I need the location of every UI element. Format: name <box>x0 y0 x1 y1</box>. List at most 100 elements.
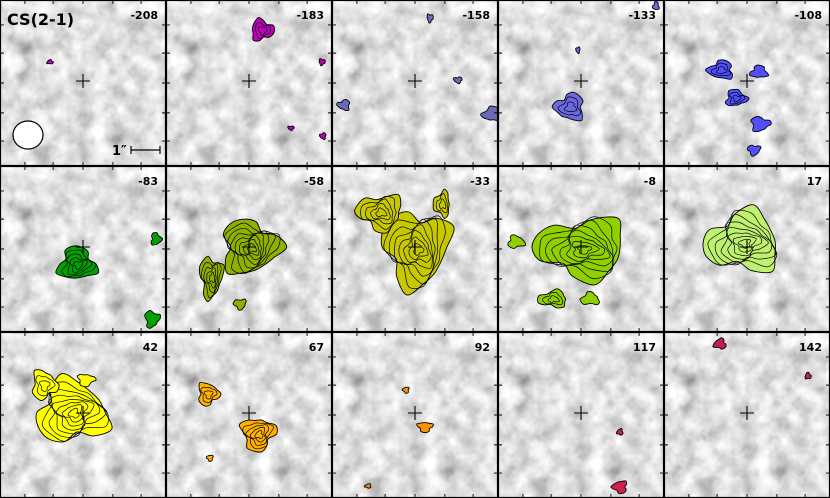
beam-ellipse <box>12 120 44 150</box>
emission-contour <box>452 76 463 85</box>
center-cross-marker <box>574 74 588 88</box>
center-cross-marker <box>242 240 256 254</box>
emission-contour <box>712 337 727 350</box>
panel-ticks <box>166 332 332 498</box>
velocity-label: 117 <box>633 341 656 354</box>
emission-contour <box>31 369 60 401</box>
velocity-label: 42 <box>143 341 158 354</box>
velocity-label: -183 <box>296 9 324 22</box>
emission-contour <box>537 288 567 309</box>
emission-contour <box>651 0 660 10</box>
center-cross-marker <box>408 74 422 88</box>
center-cross-marker <box>76 240 90 254</box>
center-cross-marker <box>76 74 90 88</box>
emission-contour <box>749 64 770 78</box>
emission-contour <box>198 255 225 303</box>
velocity-label: -108 <box>794 9 822 22</box>
center-cross-marker <box>242 74 256 88</box>
emission-contour <box>318 58 326 67</box>
channel-panel: -83 <box>0 165 167 333</box>
center-cross-marker <box>574 240 588 254</box>
emission-contour <box>432 188 450 219</box>
velocity-label: -8 <box>644 175 656 188</box>
figure-overlay: CS(2-1) 1″ <box>7 10 161 159</box>
emission-contour <box>318 132 327 140</box>
emission-contour <box>287 125 295 132</box>
panel-ticks <box>664 332 830 498</box>
velocity-label: 92 <box>475 341 490 354</box>
emission-contour <box>702 204 778 274</box>
velocity-label: 67 <box>309 341 324 354</box>
emission-contour <box>804 371 812 380</box>
emission-contour <box>746 144 762 157</box>
panel-ticks <box>0 0 166 166</box>
emission-contour <box>551 91 584 122</box>
emission-contour <box>205 454 214 462</box>
emission-contour <box>232 298 247 311</box>
panel-border <box>497 165 665 333</box>
emission-contour <box>401 386 410 394</box>
emission-contour <box>531 216 622 286</box>
channel-panel: -8 <box>497 165 665 333</box>
channel-panel: 117 <box>497 331 665 498</box>
panel-ticks <box>0 332 166 498</box>
emission-contour <box>724 88 750 107</box>
figure-title: CS(2-1) <box>7 10 74 29</box>
emission-contour <box>363 483 372 489</box>
emission-contour <box>76 373 97 388</box>
emission-contour <box>380 211 455 296</box>
emission-contour <box>615 427 624 436</box>
emission-contour <box>507 234 527 249</box>
channel-panel: 92 <box>331 331 499 498</box>
panel-border <box>0 165 167 333</box>
channel-panel: 17 <box>663 165 830 333</box>
panel-border <box>165 165 333 333</box>
channel-panel: 42 <box>0 331 167 498</box>
center-cross-marker <box>408 240 422 254</box>
panel-ticks <box>166 166 332 332</box>
channel-panel: -58 <box>165 165 333 333</box>
emission-contour <box>198 381 222 407</box>
center-cross-marker <box>740 74 754 88</box>
panel-ticks <box>664 0 830 166</box>
emission-contour <box>579 290 600 306</box>
emission-contour <box>705 59 734 80</box>
center-cross-marker <box>242 406 256 420</box>
velocity-label: -158 <box>462 9 490 22</box>
channel-panel: -133 <box>497 0 665 167</box>
panel-ticks <box>332 0 498 166</box>
channel-panel: 67 <box>165 331 333 498</box>
emission-contour <box>238 419 278 453</box>
panel-ticks <box>664 166 830 332</box>
emission-contour <box>46 59 54 65</box>
channel-panel: -108 <box>663 0 830 167</box>
emission-contour <box>144 310 161 329</box>
panel-border <box>331 165 499 333</box>
panel-border <box>0 0 167 167</box>
panel-ticks <box>498 0 664 166</box>
panel-ticks <box>332 166 498 332</box>
channel-panel: -33 <box>331 165 499 333</box>
emission-contour <box>150 232 164 246</box>
velocity-label: -33 <box>470 175 490 188</box>
velocity-label: 142 <box>799 341 822 354</box>
center-cross-marker <box>740 240 754 254</box>
velocity-label: -133 <box>628 9 656 22</box>
panel-border <box>165 0 333 167</box>
center-cross-marker <box>740 406 754 420</box>
emission-contour <box>252 17 275 42</box>
emission-contour <box>610 480 628 495</box>
scale-bar <box>130 146 161 154</box>
center-cross-marker <box>408 406 422 420</box>
panel-ticks <box>166 0 332 166</box>
emission-contour <box>750 116 772 133</box>
emission-contour <box>55 245 100 279</box>
panel-ticks <box>0 166 166 332</box>
center-cross-marker <box>574 406 588 420</box>
panel-border <box>331 0 499 167</box>
panel-ticks <box>498 332 664 498</box>
emission-contour <box>354 193 402 234</box>
emission-contour <box>336 98 351 112</box>
